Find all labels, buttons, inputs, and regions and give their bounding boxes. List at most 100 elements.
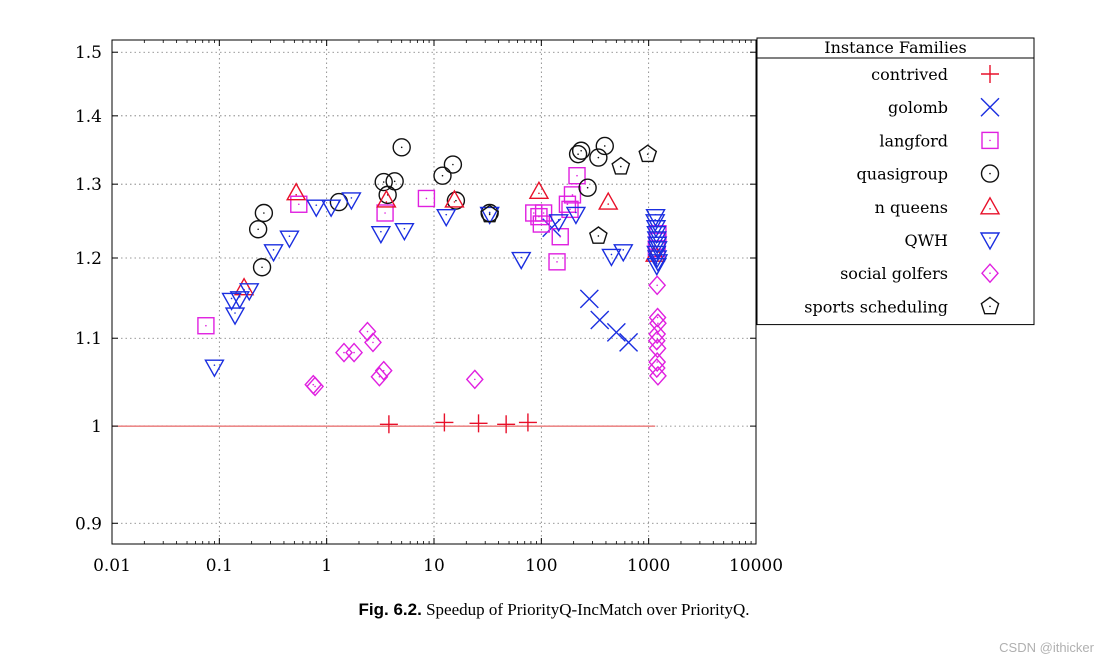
point-social-golfers <box>306 376 325 397</box>
point-langford <box>417 189 436 208</box>
point-langford <box>290 195 308 213</box>
legend: Instance Families contrived golomb langford… <box>756 37 1035 326</box>
point-QWH <box>224 307 246 326</box>
x-tick-label: 100 <box>525 556 557 576</box>
caption-text: Speedup of PriorityQ-IncMatch over Prior… <box>426 600 750 619</box>
point-QWH <box>646 258 667 277</box>
point-langford <box>376 204 394 222</box>
point-quasigroup <box>248 220 268 239</box>
legend-label-social-golfers: social golfers <box>840 264 948 283</box>
point-golomb <box>619 332 639 352</box>
figure-caption: Fig. 6.2. Speedup of PriorityQ-IncMatch … <box>0 600 1108 620</box>
legend-label-langford: langford <box>879 131 948 150</box>
y-tick-label: 1 <box>91 417 102 437</box>
point-n-queens <box>444 189 465 208</box>
point-quasigroup <box>595 136 614 156</box>
point-social-golfers <box>370 366 389 387</box>
point-langford <box>534 204 553 222</box>
data-points <box>197 136 669 434</box>
point-QWH <box>221 292 242 311</box>
point-contrived <box>435 413 454 432</box>
y-tick-label: 0.9 <box>75 514 102 534</box>
y-tick-label: 1.3 <box>75 175 102 195</box>
point-social-golfers <box>364 332 382 353</box>
point-langford <box>558 195 577 213</box>
legend-marker-social-golfers <box>981 263 999 284</box>
point-QWH <box>647 254 669 273</box>
point-quasigroup <box>433 166 452 185</box>
legend-marker-quasigroup <box>980 164 1000 183</box>
point-contrived <box>469 414 488 433</box>
x-tick-label: 1 <box>321 556 332 576</box>
point-quasigroup <box>374 172 393 192</box>
series-n-queens <box>233 180 666 296</box>
point-QWH <box>436 208 457 228</box>
legend-label-quasigroup: quasigroup <box>857 165 948 184</box>
point-QWH <box>601 248 622 267</box>
scatter-plot: 0.01 0.1 1 10 100 1000 10000 0.9 1 1.1 1.2 1.3 1.4 1.… <box>75 37 1035 576</box>
x-tick-label: 1000 <box>627 556 670 576</box>
point-QWH <box>306 199 327 218</box>
point-QWH <box>204 359 225 378</box>
point-QWH <box>613 244 634 263</box>
point-contrived <box>497 415 516 434</box>
legend-marker-QWH <box>979 232 1001 251</box>
x-tick-label: 10 <box>423 556 445 576</box>
point-QWH <box>565 206 587 225</box>
point-social-golfers <box>374 360 393 381</box>
point-social-golfers <box>648 365 667 386</box>
series-golomb <box>542 218 639 352</box>
series-QWH <box>204 192 669 378</box>
point-social-golfers <box>345 342 364 363</box>
legend-marker-sports-scheduling <box>980 296 1000 315</box>
legend-marker-contrived <box>981 65 999 83</box>
point-QWH <box>239 283 260 302</box>
point-langford <box>197 317 215 335</box>
series-sports-scheduling <box>480 144 658 244</box>
legend-label-QWH: QWH <box>904 231 948 250</box>
point-quasigroup <box>571 141 591 160</box>
point-quasigroup <box>568 144 588 164</box>
point-langford <box>561 200 579 219</box>
point-QWH <box>263 244 284 263</box>
legend-marker-golomb <box>980 97 1000 117</box>
point-golomb <box>606 322 626 342</box>
point-QWH <box>479 206 500 225</box>
point-n-queens <box>528 180 550 199</box>
series-social-golfers <box>304 275 667 397</box>
point-n-queens <box>598 191 619 210</box>
point-contrived <box>379 415 398 434</box>
x-tick-label: 10000 <box>729 556 783 576</box>
legend-label-golomb: golomb <box>888 98 948 117</box>
x-tick-label: 0.01 <box>93 556 131 576</box>
point-QWH <box>229 291 250 310</box>
y-tick-label: 1.5 <box>75 43 102 63</box>
point-social-golfers <box>465 369 484 390</box>
point-QWH <box>370 226 392 245</box>
point-quasigroup <box>578 178 597 197</box>
legend-marker-langford <box>981 131 999 150</box>
legend-title: Instance Families <box>824 38 966 57</box>
legend-label-contrived: contrived <box>871 65 948 84</box>
point-golomb <box>590 310 610 330</box>
point-n-queens <box>285 182 307 201</box>
caption-label: Fig. 6.2. <box>358 600 422 619</box>
point-quasigroup <box>392 138 411 157</box>
point-quasigroup <box>385 172 404 191</box>
y-tick-label: 1.2 <box>75 249 102 269</box>
point-sports-scheduling <box>611 156 631 175</box>
point-quasigroup <box>254 203 274 223</box>
x-tick-label: 0.1 <box>206 556 233 576</box>
point-QWH <box>645 208 666 228</box>
point-QWH <box>548 214 569 233</box>
point-contrived <box>518 413 537 432</box>
legend-label-n-queens: n queens <box>875 198 948 217</box>
point-langford <box>568 167 586 185</box>
point-langford <box>532 215 551 233</box>
point-social-golfers <box>648 275 667 296</box>
legend-label-sports-scheduling: sports scheduling <box>804 297 948 316</box>
point-langford <box>563 186 582 204</box>
point-quasigroup <box>443 155 463 174</box>
series-contrived <box>379 413 537 434</box>
point-sports-scheduling <box>480 204 500 223</box>
